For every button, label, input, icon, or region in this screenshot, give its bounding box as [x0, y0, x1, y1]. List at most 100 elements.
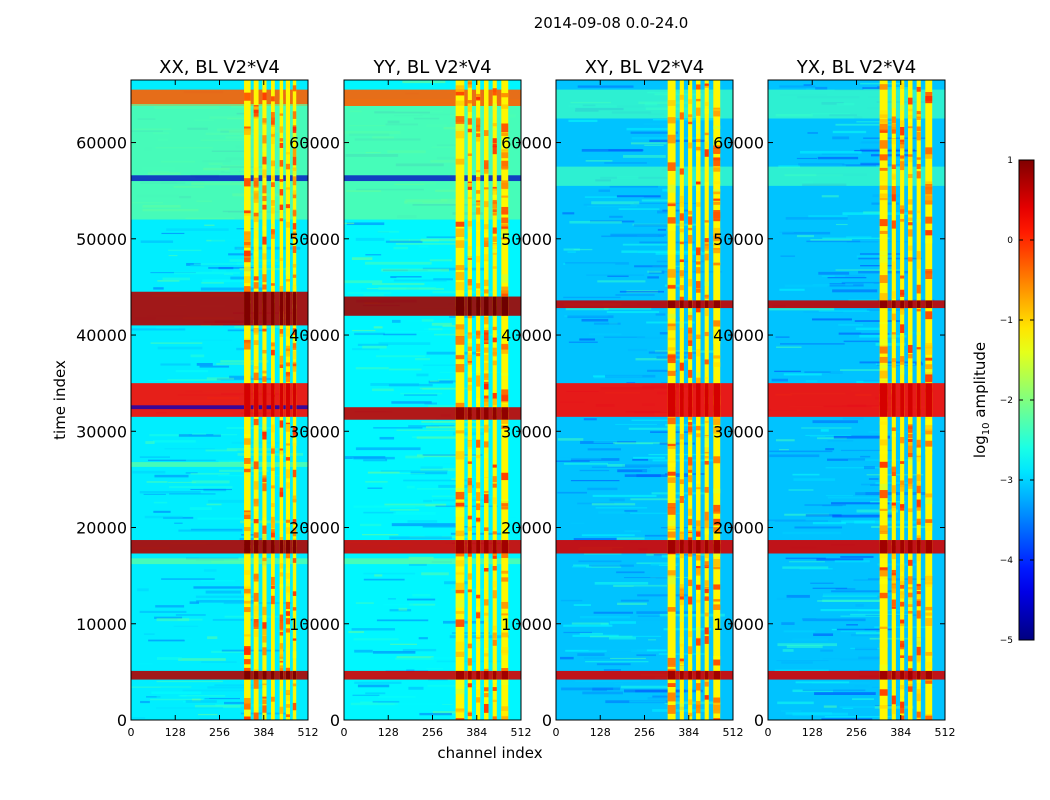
noise-streak: [796, 157, 818, 160]
rfi-fluctuation: [891, 295, 896, 303]
noise-streak: [211, 650, 260, 654]
rfi-fluctuation: [679, 296, 684, 302]
noise-streak: [769, 450, 833, 453]
rfi-fluctuation: [696, 683, 701, 691]
noise-streak: [365, 481, 388, 483]
noise-streak: [199, 718, 252, 720]
rfi-fluctuation: [696, 334, 701, 339]
rfi-fluctuation: [891, 695, 896, 705]
noise-streak: [821, 153, 859, 155]
noise-streak: [652, 119, 721, 121]
noise-streak: [167, 379, 221, 382]
rfi-hotspot: [467, 296, 472, 316]
noise-streak: [453, 496, 494, 498]
rfi-fluctuation: [891, 129, 896, 134]
time-band: [131, 462, 308, 467]
rfi-fluctuation: [253, 519, 259, 524]
noise-streak: [160, 363, 191, 366]
rfi-fluctuation: [688, 336, 693, 343]
rfi-fluctuation: [696, 281, 701, 289]
noise-streak: [633, 224, 668, 227]
rfi-fluctuation: [455, 116, 465, 122]
rfi-fluctuation: [879, 185, 888, 190]
rfi-fluctuation: [696, 98, 701, 102]
rfi-fluctuation: [704, 455, 709, 459]
noise-streak: [607, 464, 625, 467]
rfi-fluctuation: [492, 104, 497, 110]
noise-streak: [832, 509, 848, 512]
rfi-fluctuation: [253, 328, 259, 335]
noise-streak: [565, 649, 607, 652]
rfi-fluctuation: [704, 245, 709, 251]
rfi-fluctuation: [925, 424, 933, 431]
rfi-fluctuation: [713, 262, 721, 266]
rfi-fluctuation: [292, 441, 297, 447]
noise-streak: [788, 489, 814, 491]
rfi-fluctuation: [492, 476, 497, 483]
noise-streak: [769, 307, 835, 311]
rfi-fluctuation: [501, 679, 509, 686]
rfi-fluctuation: [696, 520, 701, 527]
noise-streak: [453, 476, 494, 479]
noise-streak: [579, 615, 631, 619]
y-axis-label: time index: [51, 360, 69, 440]
noise-streak: [219, 469, 269, 472]
rfi-fluctuation: [244, 512, 251, 515]
rfi-fluctuation: [492, 699, 497, 702]
noise-streak: [579, 632, 603, 635]
rfi-fluctuation: [891, 466, 896, 472]
rfi-fluctuation: [492, 581, 497, 588]
noise-streak: [805, 434, 852, 436]
x-tick-label: 128: [802, 726, 823, 739]
rfi-fluctuation: [704, 220, 709, 223]
rfi-fluctuation: [696, 372, 701, 377]
noise-streak: [200, 580, 236, 582]
noise-streak: [174, 522, 183, 524]
rfi-fluctuation: [262, 349, 267, 354]
rfi-fluctuation: [501, 419, 509, 424]
noise-streak: [822, 595, 878, 597]
rfi-fluctuation: [900, 155, 905, 159]
rfi-hotspot: [253, 291, 259, 326]
rfi-fluctuation: [455, 272, 465, 281]
noise-streak: [792, 473, 820, 476]
noise-streak: [190, 528, 243, 531]
rfi-fluctuation: [467, 342, 472, 352]
noise-streak: [418, 637, 428, 640]
noise-streak: [618, 208, 660, 210]
rfi-fluctuation: [484, 703, 489, 713]
noise-streak: [422, 454, 483, 456]
noise-streak: [380, 470, 448, 472]
noise-streak: [137, 588, 149, 592]
rfi-fluctuation: [688, 508, 693, 516]
noise-streak: [659, 332, 676, 335]
noise-streak: [859, 361, 922, 364]
rfi-fluctuation: [292, 284, 297, 290]
noise-streak: [584, 657, 626, 660]
rfi-fluctuation: [476, 689, 481, 696]
noise-streak: [168, 255, 178, 257]
noise-streak: [823, 705, 837, 708]
noise-streak: [775, 439, 795, 442]
rfi-fluctuation: [908, 442, 913, 446]
rfi-fluctuation: [667, 439, 676, 444]
rfi-fluctuation: [262, 705, 267, 713]
noise-streak: [150, 698, 204, 701]
rfi-fluctuation: [713, 107, 721, 117]
rfi-fluctuation: [253, 340, 259, 346]
rfi-fluctuation: [900, 140, 905, 145]
noise-streak: [426, 351, 477, 355]
noise-streak: [583, 552, 622, 555]
rfi-fluctuation: [900, 161, 905, 171]
rfi-fluctuation: [262, 147, 267, 152]
noise-streak: [207, 636, 218, 640]
rfi-fluctuation: [484, 354, 489, 361]
rfi-fluctuation: [696, 525, 701, 533]
noise-streak: [822, 237, 890, 240]
noise-streak: [868, 431, 928, 433]
rfi-fluctuation: [253, 575, 259, 582]
noise-streak: [813, 633, 834, 636]
rfi-fluctuation: [292, 193, 297, 199]
rfi-fluctuation: [667, 162, 676, 171]
rfi-fluctuation: [253, 532, 259, 538]
